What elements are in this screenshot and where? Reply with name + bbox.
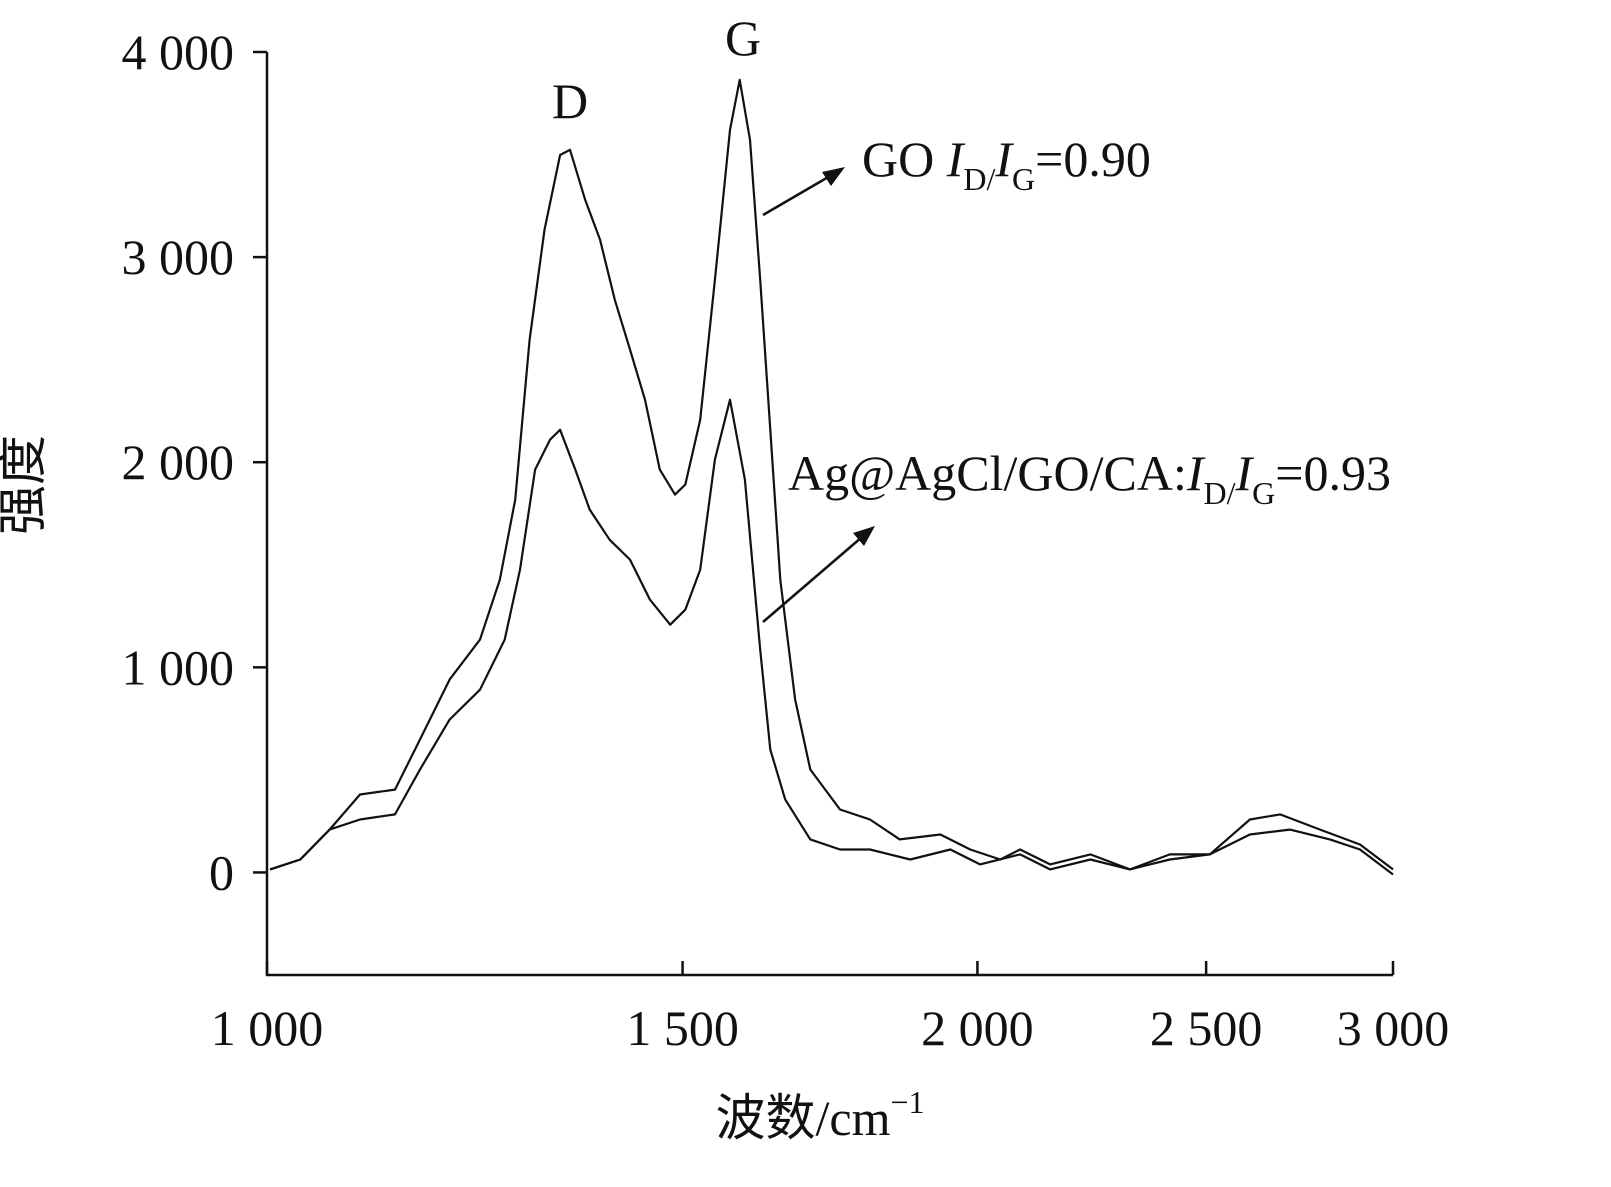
arrow-head (853, 526, 875, 546)
annotation-part: GO (862, 131, 947, 187)
annotation-part: I (1186, 445, 1206, 501)
series-line (269, 78, 1394, 871)
annotation: GO ID/IG=0.90 (862, 131, 1151, 197)
annotation-part: I (1235, 445, 1255, 501)
annotation-part: G (1252, 475, 1275, 511)
arrow (762, 174, 831, 217)
x-axis-label-main: 波数/cm (715, 1090, 890, 1146)
x-tick-label: 1 000 (211, 1000, 324, 1056)
annotation-part: =0.90 (1035, 131, 1151, 187)
x-axis-label: 波数/cm−1 (715, 1084, 924, 1146)
x-tick-label: 3 000 (1337, 1000, 1450, 1056)
x-tick-label: 2 000 (921, 1000, 1034, 1056)
y-tick-label: 1 000 (122, 639, 235, 695)
series-line (269, 398, 1394, 876)
annotation-part: I (994, 131, 1014, 187)
annotation-part: D/ (963, 161, 995, 197)
y-axis-label: 强度 (0, 435, 51, 535)
y-tick-label: 3 000 (122, 229, 235, 285)
peak-label: D (552, 73, 588, 129)
x-tick-label: 2 500 (1150, 1000, 1263, 1056)
peak-label: G (725, 10, 761, 66)
y-tick-label: 2 000 (122, 434, 235, 490)
annotation-part: =0.93 (1275, 445, 1391, 501)
y-tick-label: 4 000 (122, 24, 235, 80)
annotation-part: I (946, 131, 966, 187)
arrow-head (822, 167, 845, 186)
annotation: Ag@AgCl/GO/CA:ID/IG=0.93 (788, 445, 1391, 511)
axis (265, 52, 1393, 977)
x-axis-label-sup: −1 (890, 1084, 924, 1120)
annotation-part: G (1012, 161, 1035, 197)
y-tick-label: 0 (209, 844, 234, 900)
arrow (762, 536, 863, 623)
x-tick-label: 1 500 (626, 1000, 739, 1056)
annotation-part: D/ (1204, 475, 1236, 511)
annotation-part: Ag@AgCl/GO/CA: (788, 445, 1187, 501)
